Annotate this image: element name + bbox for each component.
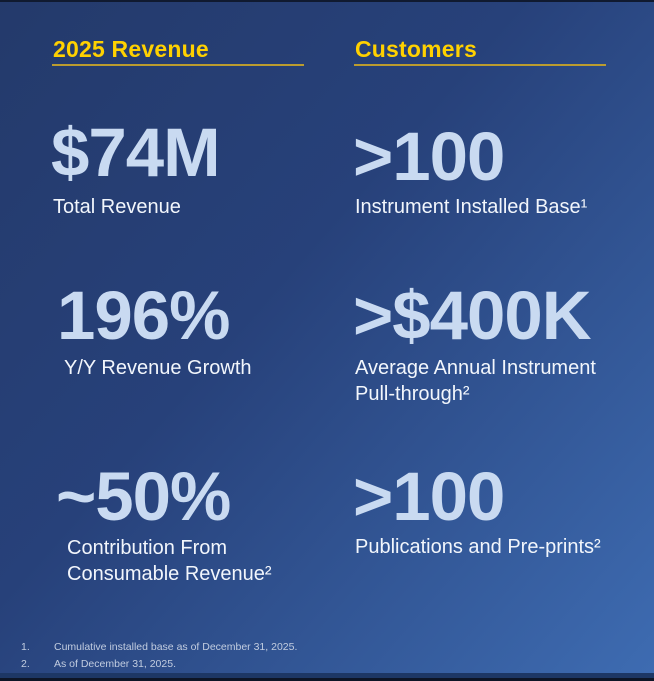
stat-yoy-growth-value: 196%	[57, 277, 230, 354]
stat-consumable-contribution-label: Contribution From Consumable Revenue²	[67, 537, 272, 586]
footnotes: 1. Cumulative installed base as of Decem…	[21, 639, 297, 673]
stat-yoy-growth-label: Y/Y Revenue Growth	[64, 357, 252, 379]
stat-consumable-contribution-value: ~50%	[56, 458, 231, 535]
bottom-band	[0, 673, 654, 678]
revenue-header-underline	[52, 64, 304, 66]
stat-pull-through-label: Average Annual Instrument Pull-through²	[355, 357, 596, 406]
customers-column-header: Customers	[355, 36, 477, 62]
stat-total-revenue-label: Total Revenue	[53, 196, 181, 218]
bottom-edge-divider	[0, 678, 654, 681]
footnote-2-text: As of December 31, 2025.	[54, 658, 176, 670]
footnote-2: 2. As of December 31, 2025.	[21, 656, 297, 673]
stat-installed-base-value: >100	[353, 118, 505, 195]
stat-installed-base-label: Instrument Installed Base¹	[355, 196, 588, 218]
top-edge-divider	[0, 0, 654, 2]
footnote-1: 1. Cumulative installed base as of Decem…	[21, 639, 297, 656]
customers-header-underline	[354, 64, 606, 66]
stat-publications-value: >100	[353, 458, 505, 535]
stat-pull-through-value: >$400K	[353, 277, 592, 354]
revenue-column-header: 2025 Revenue	[53, 36, 209, 62]
stat-publications-label: Publications and Pre-prints²	[355, 536, 601, 558]
stat-total-revenue-value: $74M	[51, 114, 221, 191]
footnote-1-text: Cumulative installed base as of December…	[54, 641, 298, 653]
footnote-2-number: 2.	[21, 658, 30, 670]
footnote-1-number: 1.	[21, 641, 30, 653]
